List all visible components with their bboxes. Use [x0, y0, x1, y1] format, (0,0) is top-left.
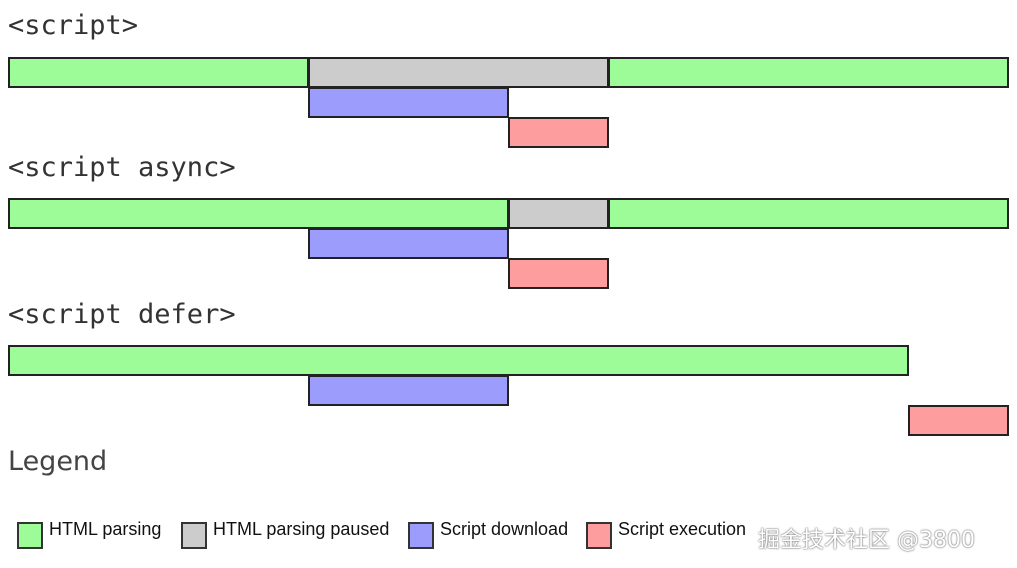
- legend-swatch-parsing: [17, 522, 43, 549]
- legend-item-script-download: Script download: [408, 519, 568, 549]
- legend-item-html-parsing: HTML parsing: [17, 519, 161, 549]
- legend-swatch-download: [408, 522, 434, 549]
- legend-label-parsing: HTML parsing: [49, 519, 162, 539]
- section-title-script-async: <script async>: [8, 152, 236, 183]
- script-download-bar: [308, 87, 509, 118]
- html-parsing-bar: [608, 57, 1009, 88]
- legend-label-paused: HTML parsing paused: [213, 519, 390, 539]
- legend-label-download: Script download: [440, 519, 569, 539]
- html-parsing-bar: [8, 345, 909, 376]
- legend-label-execution: Script execution: [618, 519, 747, 539]
- section-title-script-defer: <script defer>: [8, 299, 236, 330]
- script-execution-bar: [908, 405, 1009, 436]
- script-download-bar: [308, 228, 509, 259]
- html-parsing-paused-bar: [508, 198, 609, 229]
- script-execution-bar: [508, 117, 609, 148]
- html-parsing-paused-bar: [308, 57, 609, 88]
- script-execution-bar: [508, 258, 609, 289]
- legend-swatch-paused: [181, 522, 207, 549]
- html-parsing-bar: [8, 198, 509, 229]
- legend-swatch-execution: [586, 522, 612, 549]
- html-parsing-bar: [8, 57, 309, 88]
- html-parsing-bar: [608, 198, 1009, 229]
- section-title-script: <script>: [8, 10, 139, 41]
- legend-item-html-parsing-paused: HTML parsing paused: [181, 519, 389, 549]
- legend-title: Legend: [8, 446, 108, 477]
- legend-item-script-execution: Script execution: [586, 519, 746, 549]
- script-download-bar: [308, 375, 509, 406]
- watermark: 掘金技术社区 @3800: [758, 528, 975, 553]
